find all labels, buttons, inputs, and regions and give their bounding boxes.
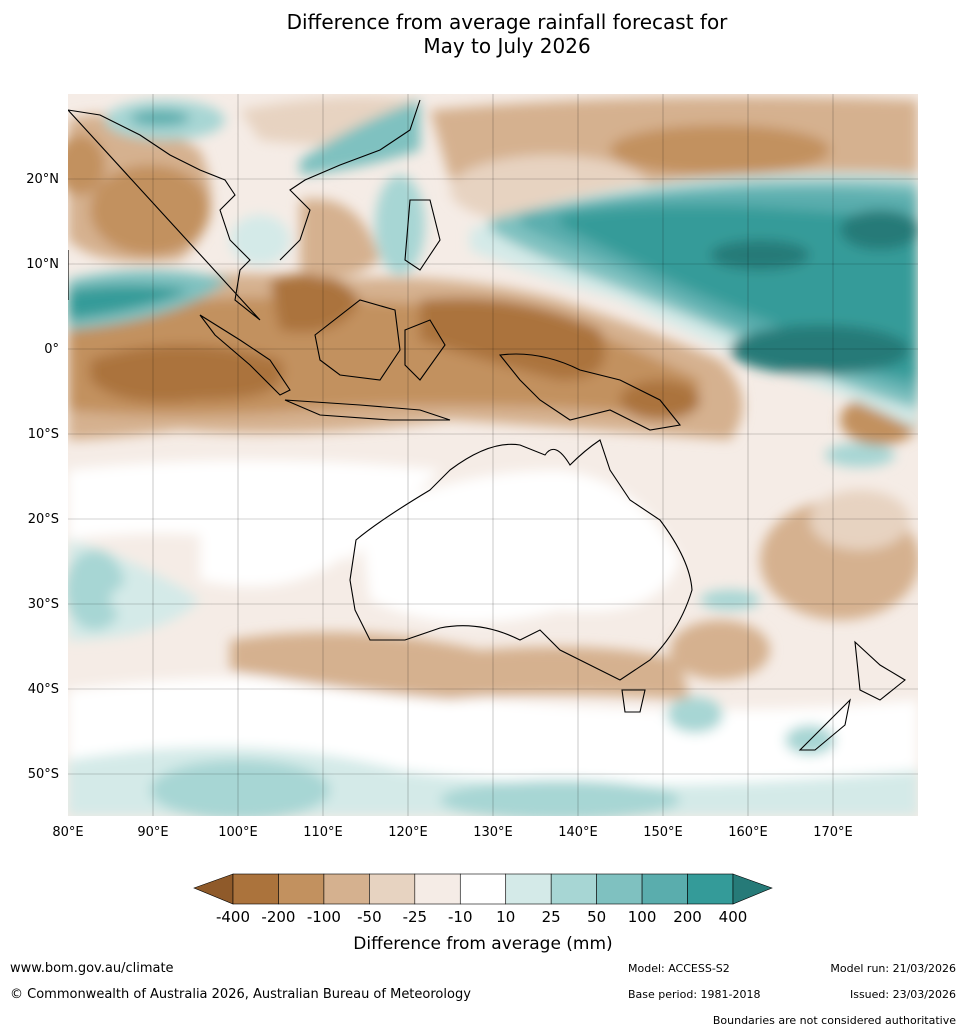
colorbar-tick-label: -50 [357,908,382,926]
lon-tick: 130°E [473,825,513,840]
graticule [68,94,918,816]
colorbar-cell [414,873,461,905]
colorbar-cell [505,873,552,905]
colorbar-tick-label: -25 [403,908,428,926]
colorbar-tick-label: -400 [216,908,250,926]
colorbar-cell [459,873,507,905]
website-link[interactable]: www.bom.gov.au/climate [10,961,174,976]
colorbar-tick-label: 25 [542,908,561,926]
colorbar-tick-label: 10 [496,908,515,926]
colorbar-cell [550,873,597,905]
lon-tick: 80°E [52,825,83,840]
lat-tick: 40°S [28,682,59,697]
colorbar-cell [369,873,416,905]
lat-tick: 10°S [28,427,59,442]
model-text: Model: ACCESS-S2 [628,962,730,975]
colorbar-tick-label: -200 [261,908,295,926]
base-period-text: Base period: 1981-2018 [628,988,761,1001]
issued-text: Issued: 23/03/2026 [849,988,956,1001]
colorbar-tick-label: 100 [628,908,657,926]
colorbar-tick-label: 50 [587,908,606,926]
colorbar-arrow-low [193,873,234,905]
lat-tick: 0° [44,342,59,357]
title-line-2: May to July 2026 [423,34,591,58]
lat-tick: 10°N [26,257,59,272]
colorbar-tick-label: 400 [719,908,748,926]
lon-tick: 170°E [813,825,853,840]
lon-tick: 110°E [303,825,343,840]
colorbar-cell [596,873,643,905]
colorbar-cell [323,873,370,905]
colorbar: -400 -200 -100 -50 -25 -10 10 25 50 100 200 400 Dif… [193,873,773,954]
lat-tick: 20°N [26,172,59,187]
longitude-axis: 80°E 90°E 100°E 110°E 120°E 130°E 140°E … [52,825,852,840]
lat-tick: 30°S [28,597,59,612]
lat-tick: 50°S [28,767,59,782]
lon-tick: 160°E [728,825,768,840]
lon-tick: 90°E [137,825,168,840]
lon-tick: 140°E [558,825,598,840]
colorbar-tick-label: 200 [673,908,702,926]
colorbar-tick-label: -10 [448,908,473,926]
colorbar-title: Difference from average (mm) [353,934,612,954]
colorbar-cell [232,873,279,905]
colorbar-cell [278,873,325,905]
coastlines [68,99,906,751]
title-line-1: Difference from average rainfall forecas… [286,10,728,34]
lon-tick: 150°E [643,825,683,840]
lat-tick: 20°S [28,512,59,527]
copyright-text: © Commonwealth of Australia 2026, Austra… [10,987,471,1002]
lon-tick: 100°E [218,825,258,840]
colorbar-tick-label: -100 [307,908,341,926]
colorbar-arrow-high [732,873,773,905]
map-title: Difference from average rainfall forecas… [0,10,965,58]
disclaimer-text: Boundaries are not considered authoritat… [712,1014,956,1027]
colorbar-cell [641,873,688,905]
lon-tick: 120°E [388,825,428,840]
latitude-axis: 20°N 10°N 0° 10°S 20°S 30°S 40°S 50°S [26,172,59,782]
model-run-text: Model run: 21/03/2026 [830,962,956,975]
colorbar-cell [687,873,734,905]
anomaly-field [68,94,918,816]
